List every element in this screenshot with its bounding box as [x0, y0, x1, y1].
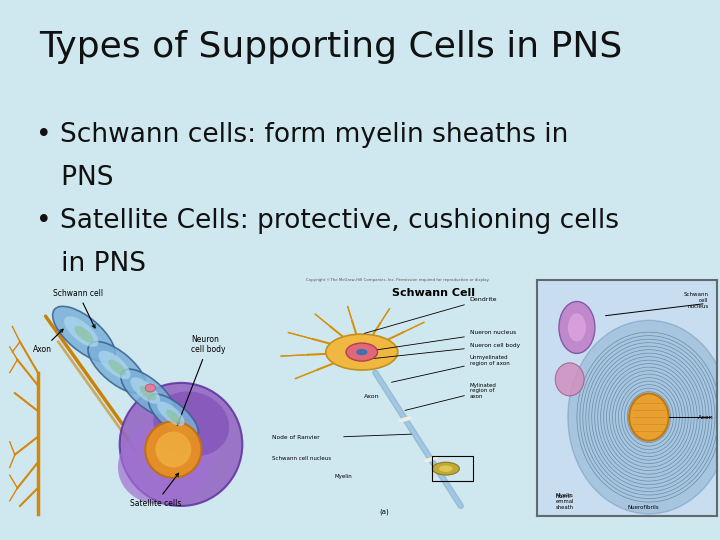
Text: Axon: Axon — [364, 394, 380, 399]
Text: Nueril-
emmal
sheath: Nueril- emmal sheath — [555, 494, 574, 510]
Ellipse shape — [153, 392, 229, 456]
Ellipse shape — [568, 320, 720, 514]
Text: Schwann cell nucleus: Schwann cell nucleus — [272, 456, 331, 461]
Ellipse shape — [346, 343, 377, 361]
Text: Schwann
cell
nucleus: Schwann cell nucleus — [683, 292, 708, 309]
Text: Copyright ©The McGraw-Hill Companies, Inc. Permission required for reproduction : Copyright ©The McGraw-Hill Companies, In… — [306, 278, 490, 282]
Text: in PNS: in PNS — [36, 251, 146, 277]
Ellipse shape — [439, 465, 453, 472]
Text: Schwann Cell: Schwann Cell — [392, 288, 475, 298]
Text: Nueron cell body: Nueron cell body — [364, 343, 520, 360]
Ellipse shape — [432, 462, 459, 475]
Text: Nuerofibrils: Nuerofibrils — [627, 505, 659, 510]
Ellipse shape — [74, 326, 94, 342]
Text: • Satellite Cells: protective, cushioning cells: • Satellite Cells: protective, cushionin… — [36, 208, 619, 234]
Ellipse shape — [121, 369, 175, 417]
Text: • Schwann cells: form myelin sheaths in: • Schwann cells: form myelin sheaths in — [36, 122, 568, 147]
Text: Myelin: Myelin — [555, 494, 573, 498]
Ellipse shape — [424, 456, 438, 462]
Ellipse shape — [109, 360, 126, 375]
Text: Dendrite: Dendrite — [364, 297, 498, 333]
Ellipse shape — [64, 316, 99, 347]
Bar — [432, 456, 473, 482]
Text: Neuron
cell body: Neuron cell body — [177, 335, 226, 426]
Ellipse shape — [140, 386, 156, 400]
Ellipse shape — [629, 394, 669, 441]
Ellipse shape — [325, 334, 397, 370]
Text: (a): (a) — [380, 509, 390, 515]
Ellipse shape — [555, 363, 584, 396]
Text: Satellite cells: Satellite cells — [130, 473, 181, 508]
Text: Types of Supporting Cells in PNS: Types of Supporting Cells in PNS — [40, 30, 623, 64]
Ellipse shape — [118, 420, 213, 504]
Text: Myelin: Myelin — [335, 474, 353, 479]
Text: Axon: Axon — [698, 415, 714, 420]
Ellipse shape — [145, 421, 202, 478]
Ellipse shape — [356, 349, 367, 355]
Text: Unmyelinated
region of axon: Unmyelinated region of axon — [392, 355, 510, 382]
Text: Axon: Axon — [33, 329, 63, 354]
Ellipse shape — [88, 342, 146, 393]
Ellipse shape — [145, 384, 156, 392]
Text: Nueron nucleus: Nueron nucleus — [364, 330, 516, 352]
Ellipse shape — [130, 377, 160, 404]
Text: Mylinated
region of
axon: Mylinated region of axon — [405, 383, 497, 410]
Ellipse shape — [559, 301, 595, 353]
Ellipse shape — [166, 409, 181, 423]
Ellipse shape — [120, 383, 243, 506]
Ellipse shape — [398, 416, 413, 422]
Ellipse shape — [148, 394, 198, 438]
Ellipse shape — [156, 431, 192, 468]
Ellipse shape — [568, 313, 586, 342]
Text: Schwann cell: Schwann cell — [53, 289, 104, 328]
Ellipse shape — [99, 350, 130, 379]
Ellipse shape — [157, 402, 184, 426]
Text: PNS: PNS — [36, 165, 114, 191]
Text: Node of Ranvier: Node of Ranvier — [272, 435, 320, 440]
Ellipse shape — [53, 306, 115, 362]
